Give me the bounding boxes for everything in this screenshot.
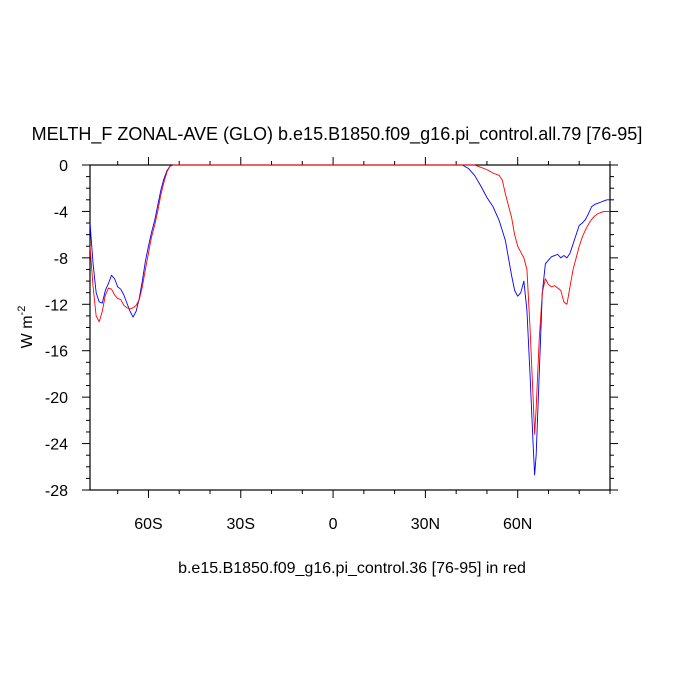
y-tick-label: -24 xyxy=(45,437,68,454)
x-tick-labels: 60S 30S 0 30N 60N xyxy=(134,516,532,533)
y-axis-title-main: W m xyxy=(19,315,36,348)
axis-ticks xyxy=(82,157,618,498)
x-tick-label: 60S xyxy=(134,516,162,533)
y-axis-title-superscript: -2 xyxy=(16,306,28,316)
series-line-blue xyxy=(89,164,610,476)
y-tick-label: -8 xyxy=(54,251,68,268)
x-tick-label: 30N xyxy=(411,516,440,533)
x-tick-label: 30S xyxy=(227,516,255,533)
y-tick-labels: 0 -4 -8 -12 -16 -20 -24 -28 xyxy=(45,158,68,500)
y-tick-label: -20 xyxy=(45,390,68,407)
x-tick-label: 0 xyxy=(329,516,338,533)
y-tick-label: -12 xyxy=(45,297,68,314)
series-line-red xyxy=(89,164,610,435)
chart-title: MELTH_F ZONAL-AVE (GLO) b.e15.B1850.f09_… xyxy=(32,124,643,145)
x-axis-title: b.e15.B1850.f09_g16.pi_control.36 [76-95… xyxy=(178,560,526,577)
y-tick-label: -4 xyxy=(54,204,68,221)
plot-frame xyxy=(89,164,611,491)
y-tick-label: -28 xyxy=(45,483,68,500)
y-tick-label: -16 xyxy=(45,344,68,361)
y-axis-title: W m-2 xyxy=(16,306,36,349)
x-tick-label: 60N xyxy=(503,516,532,533)
y-tick-label: 0 xyxy=(59,158,68,175)
series-lines xyxy=(89,164,610,476)
